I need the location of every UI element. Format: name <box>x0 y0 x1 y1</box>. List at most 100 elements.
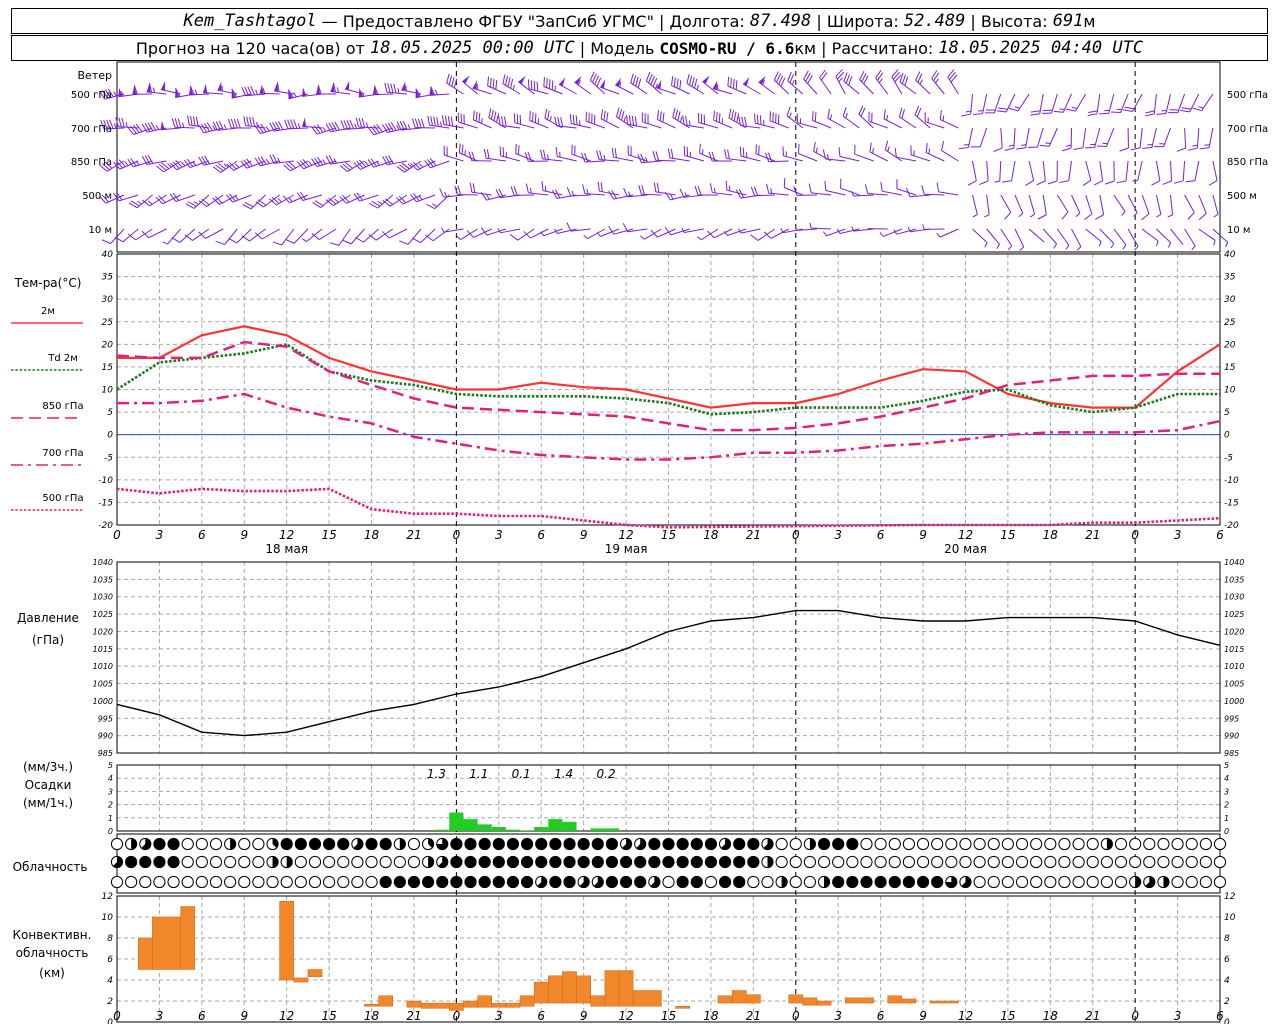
cloud-symbol <box>1086 875 1099 889</box>
wind-barb-tick <box>118 159 126 168</box>
wind-barb-staff <box>1071 194 1081 214</box>
cloud-symbol-outline <box>167 875 180 889</box>
wind-barb-staff <box>388 228 408 239</box>
wind-barb <box>272 228 295 246</box>
wind-barb-staff <box>528 88 549 95</box>
convective-bar <box>618 970 634 1007</box>
wind-barb-pennant <box>302 117 307 127</box>
wind-barb-tick <box>554 189 561 199</box>
wind-level-label: 500 м <box>82 191 112 202</box>
wind-barb-tick <box>376 124 383 133</box>
wind-barb-tick <box>1188 147 1198 151</box>
wind-barb-staff <box>1141 228 1159 242</box>
wind-barb-tick <box>161 162 170 170</box>
cloud-symbol <box>888 875 901 889</box>
wind-barb-tick <box>756 114 759 124</box>
wind-barb-staff <box>1170 194 1174 215</box>
wind-barb-pennant <box>161 81 166 91</box>
wind-barb <box>1113 228 1127 250</box>
wind-barb-tick <box>547 110 550 120</box>
wind-barb-tick <box>572 114 575 125</box>
wind-barb-tick <box>1144 113 1155 117</box>
wind-barb-tick <box>739 146 742 157</box>
wind-barb-tick <box>302 159 310 167</box>
pres-panel-frame <box>116 561 1221 754</box>
wind-barb-tick <box>425 234 434 242</box>
wind-barb <box>509 228 535 241</box>
wind-barb-tick <box>583 152 589 163</box>
wind-barb-staff <box>203 92 224 95</box>
y-tick-label-left: 1035 <box>93 575 113 584</box>
wind-barb <box>525 183 549 196</box>
cloud-symbol <box>407 875 421 889</box>
cloud-symbol-outline <box>337 837 350 851</box>
wind-barb-half <box>476 84 478 90</box>
wind-barb-tick <box>1141 213 1150 221</box>
wind-barb-tick <box>172 161 180 169</box>
wind-barb-tick <box>808 183 812 194</box>
wind-barb-tick <box>655 151 660 161</box>
y-tick-label-left: 40 <box>102 250 114 260</box>
cloud-symbol <box>1114 837 1128 851</box>
wind-barb <box>574 76 591 95</box>
wind-barb-tick <box>860 107 866 117</box>
wind-barb-tick <box>201 198 210 206</box>
y-tick-label-right: 1025 <box>1224 610 1244 619</box>
cloud-symbol <box>450 837 463 851</box>
cloud-symbol-outline <box>308 855 322 869</box>
wind-barb-tick <box>516 114 519 124</box>
wind-barb-half <box>836 228 841 234</box>
wind-barb-tick <box>783 178 786 188</box>
wind-barb-staff <box>1105 127 1115 147</box>
wind-barb <box>939 110 959 129</box>
wind-barb-tick <box>1145 110 1155 114</box>
cloud-symbol <box>916 855 930 869</box>
cloud-symbol-outline <box>704 837 718 851</box>
wind-barb-tick <box>185 203 195 209</box>
wind-barb-staff <box>407 228 422 245</box>
cloud-symbol <box>125 837 138 851</box>
wind-barb-tick <box>214 196 223 204</box>
wind-barb-staff <box>192 228 210 241</box>
wind-barb-tick <box>299 160 307 168</box>
wind-barb <box>1042 228 1058 249</box>
wind-barb-tick <box>215 164 224 172</box>
wind-barb-staff <box>1028 194 1036 215</box>
cloud-symbol <box>450 875 463 889</box>
wind-barb-pennant <box>559 77 566 87</box>
convective-bar <box>717 995 733 1004</box>
cloud-symbol <box>931 875 944 889</box>
wind-barb-tick <box>1042 109 1053 111</box>
wind-barb-staff <box>330 91 351 95</box>
wind-barb-half <box>826 154 829 160</box>
wind-barb <box>961 93 973 117</box>
wind-barb-half <box>829 114 833 120</box>
cloud-symbol-outline <box>167 837 180 851</box>
x-hour-label: 12 <box>279 528 294 542</box>
cloud-symbol <box>520 875 534 889</box>
cloud-symbol <box>832 855 845 869</box>
wind-barb-tick <box>231 88 238 98</box>
cloud-symbol-outline <box>252 855 265 869</box>
wind-barb-tick <box>204 123 210 132</box>
wind-barb-staff <box>1156 228 1172 244</box>
cloud-symbol <box>577 855 590 869</box>
cloud-symbol-outline <box>704 875 718 889</box>
wind-barb-staff <box>712 88 733 95</box>
precip-bar <box>534 827 549 831</box>
wind-barb-staff <box>896 188 917 196</box>
wind-barb <box>984 194 990 218</box>
wind-barb-staff <box>188 93 209 96</box>
wind-barb-staff <box>487 85 507 95</box>
x-hour-label: 3 <box>834 528 842 542</box>
wind-barb <box>993 127 1003 153</box>
wind-barb-half <box>308 160 313 166</box>
x-hour-label-bottom: 6 <box>877 1009 885 1023</box>
wind-barb-half <box>1191 245 1196 251</box>
wind-barb-tick <box>611 147 614 158</box>
wind-barb-tick <box>283 164 291 172</box>
cloud-symbol-outline <box>280 837 293 851</box>
wind-barb-tick <box>492 78 495 89</box>
wind-barb-staff <box>346 194 365 204</box>
wind-barb-staff <box>899 81 917 95</box>
